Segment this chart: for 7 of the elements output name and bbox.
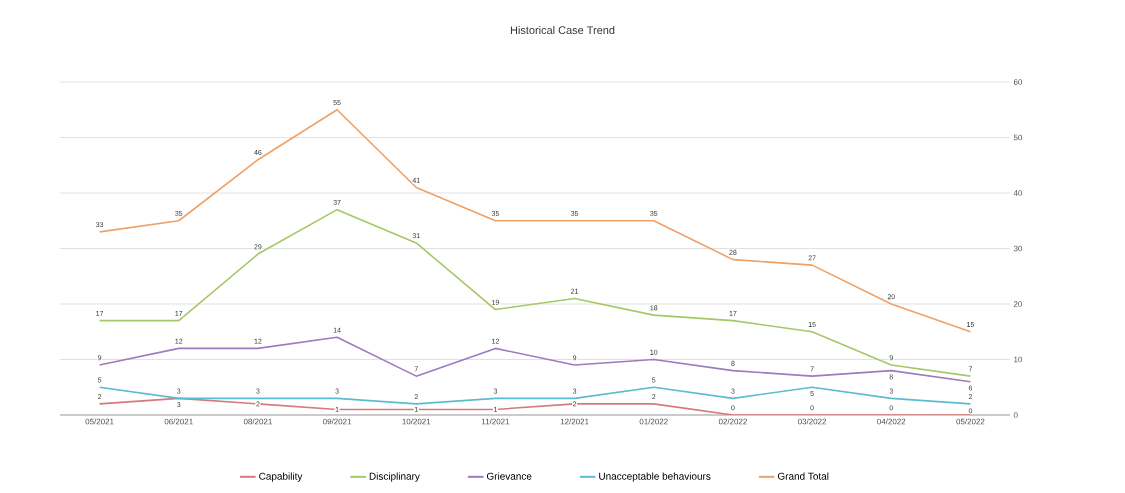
chart-title: Historical Case Trend [510, 25, 615, 35]
legend-label: Disciplinary [369, 472, 420, 482]
legend-label: Grand Total [777, 472, 829, 480]
line-series [98, 336, 972, 383]
legend-label: Grievance [486, 472, 532, 480]
legend-label: Unacceptable behaviours [599, 472, 711, 482]
legend-label: Capability [259, 472, 303, 482]
